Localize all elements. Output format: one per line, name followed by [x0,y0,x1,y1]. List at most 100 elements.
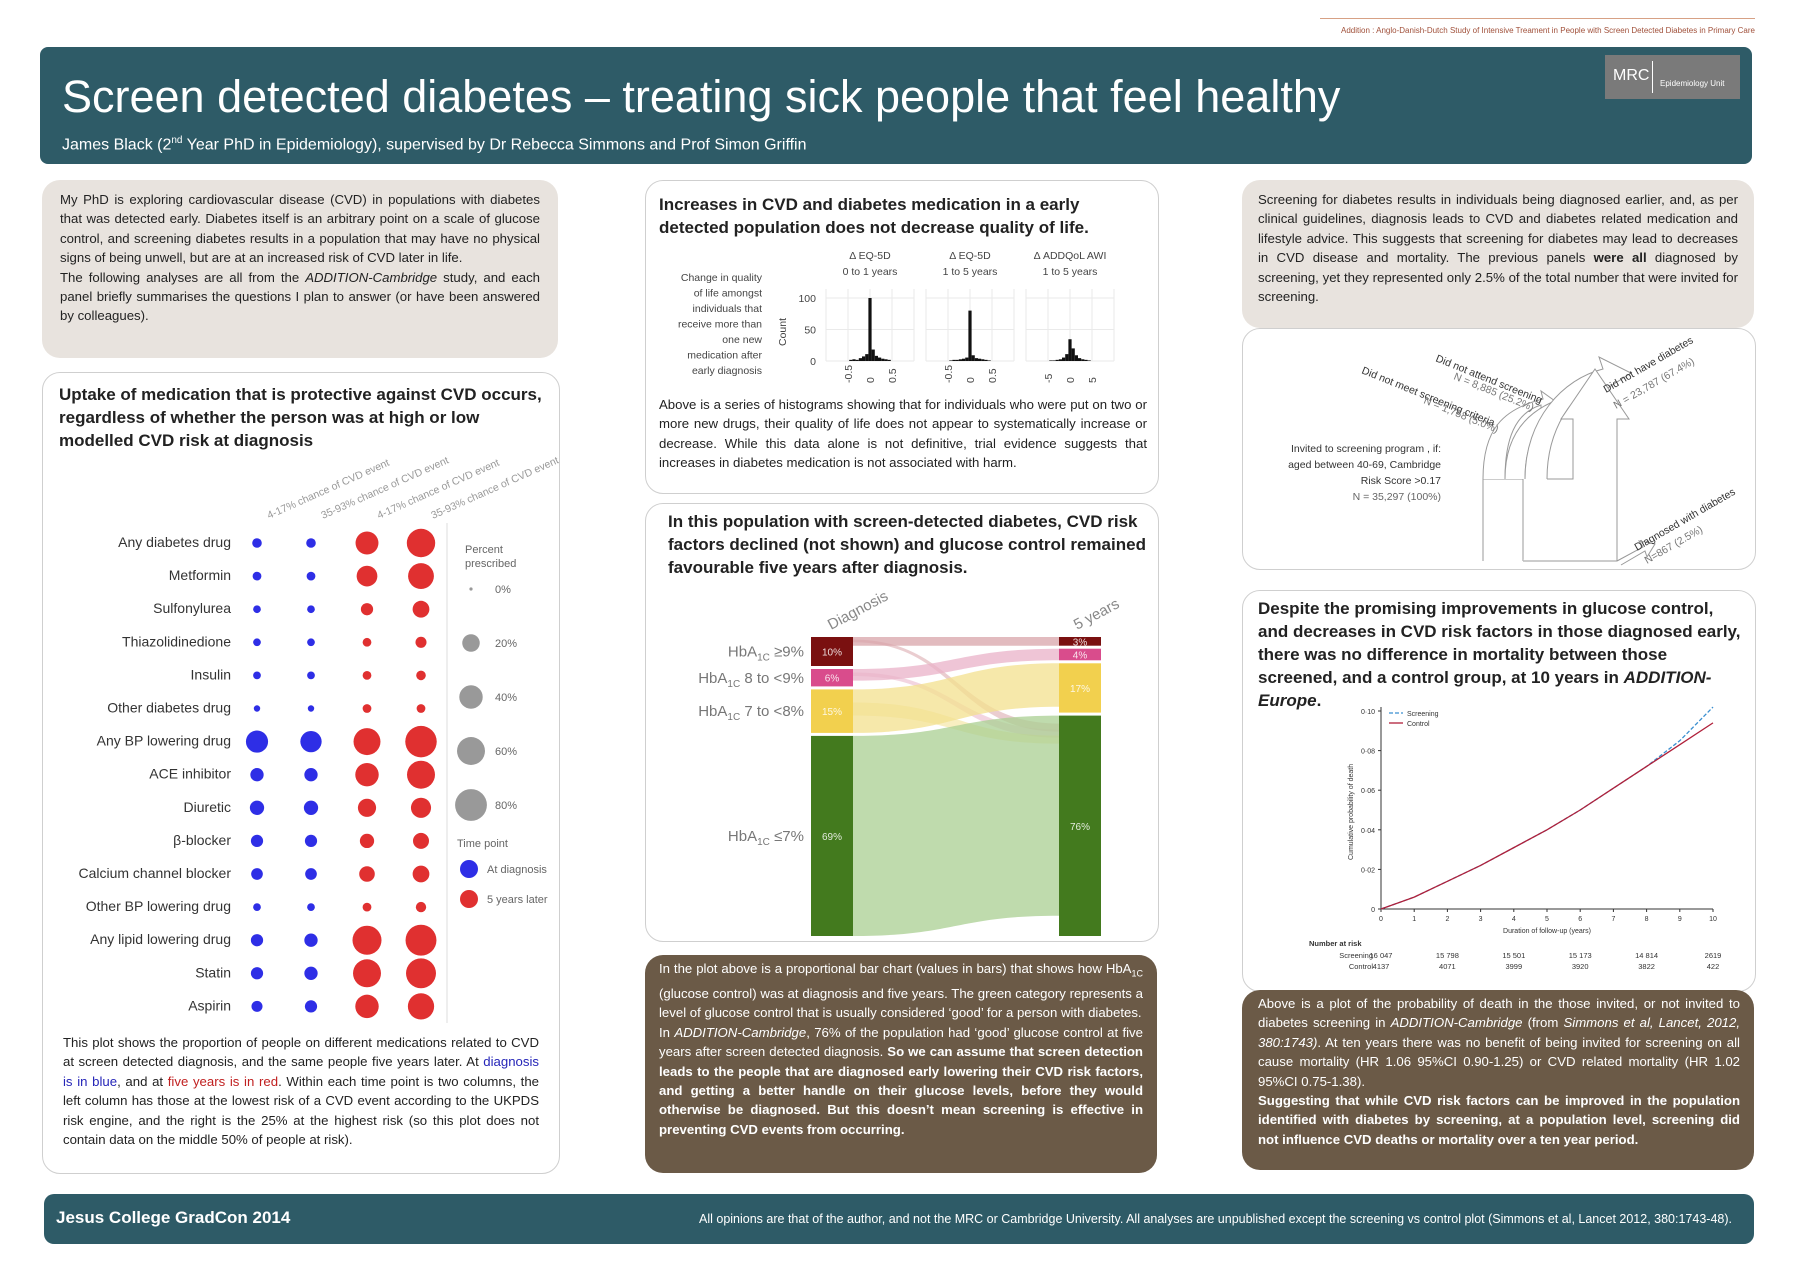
cap-1: This plot shows the proportion of people… [63,1035,539,1070]
poster-authors: James Black (2nd Year PhD in Epidemiolog… [62,135,807,154]
uptake-bubble [252,571,262,581]
uptake-bubble [412,865,430,883]
glucose-category-label: HbA1C 7 to <8% [698,703,804,723]
mort-risk-value: 4071 [1439,962,1456,971]
uptake-bubble [300,730,322,753]
glucose-label-right: 3% [1073,637,1088,648]
uptake-bubble [303,800,319,815]
uptake-bubble [352,925,382,955]
qol-hist-bar [987,360,991,361]
qol-hist-bar [1074,355,1078,361]
legend-size-label: 60% [495,746,517,758]
uptake-row-label: Sulfonylurea [153,600,231,616]
gc-4: , 76% of the population had ‘good’ gluco… [659,1024,1143,1060]
mort-risk-value: 422 [1707,962,1720,971]
invited-line3: Risk Score >0.17 [1361,475,1441,487]
qol-hist-bar [1058,359,1062,361]
uptake-bubble [406,958,436,989]
gc-em: ADDITION-Cambridge [674,1024,807,1040]
mort-risk-value: 15 501 [1502,951,1525,960]
qol-hist-bar [1049,360,1053,361]
mort-risk-value: 4137 [1373,962,1390,971]
scr-bold: were all [1593,250,1647,266]
uptake-bubble [304,834,318,848]
gc-2: (glucose control) was at diagnosis and f… [659,986,1143,1021]
legend-size-bubble [459,685,483,709]
authors-post: Year PhD in Epidemiology), supervised by… [182,136,807,154]
glucose-flow [853,648,1059,681]
uptake-bubble [362,637,372,647]
cap-red: five years is in red [167,1073,279,1089]
qol-ylabel-line: early diagnosis [692,365,762,377]
authors-pre: James Black (2 [62,136,172,154]
scr-post: diagnosed by screening, yet they represe… [1258,250,1738,305]
uptake-bubble [304,966,318,980]
qol-hist-bar [1078,358,1082,361]
qol-hist-bar [984,359,988,361]
qol-ytick: 50 [804,325,816,337]
qol-hist-bar [952,359,956,361]
qol-panel-title: Δ EQ-5D [849,250,891,262]
qol-hist-bar [849,359,853,361]
mort-ylabel: Cumulative probability of death [1348,764,1355,860]
uptake-bubble [253,705,261,712]
uptake-row-label: Other BP lowering drug [86,898,231,914]
qol-xtick: 0 [965,377,977,383]
legend-title-1: Percent [465,544,503,556]
uptake-row-label: Diuretic [184,799,231,815]
qol-xtick: 0.5 [887,368,899,383]
uptake-bubble [407,760,435,789]
glucose-label-left: 69% [822,832,842,843]
uptake-row-label: Calcium channel blocker [78,865,231,881]
legend-title-2: prescribed [465,558,516,570]
qol-hist-bar [1065,354,1069,361]
qol-xtick: 5 [1087,377,1099,383]
glucose-bar-right [1059,663,1101,713]
scr-pre: Screening for diabetes results in indivi… [1258,192,1738,266]
gc-sub: 1C [1131,968,1143,979]
legend-time-label: 5 years later [487,894,548,906]
uptake-bubble [252,538,262,548]
mort-xtick: 1 [1412,916,1416,923]
uptake-bubble [362,902,372,912]
legend-time-dot [460,890,478,908]
mort-xtick: 7 [1611,916,1615,923]
glucose-panel: In this population with screen-detected … [645,503,1159,942]
mort-h-em: ADDITION-Europe [1258,668,1712,710]
legend-size-label: 20% [495,638,517,650]
glucose-category-label: HbA1C ≥9% [728,644,804,664]
uptake-bubble [408,563,434,590]
legend-size-label: 40% [495,692,517,704]
mort-xtick: 9 [1678,916,1682,923]
qol-ytick: 100 [798,293,816,305]
uptake-row-label: Aspirin [188,997,231,1013]
mort-risk-value: 14 814 [1635,951,1658,960]
mort-risk-value: 3822 [1638,962,1655,971]
invited-line2: aged between 40-69, Cambridge [1288,459,1441,471]
poster-title: Screen detected diabetes – treating sick… [62,71,1341,122]
cap-3: . Within each time point is two columns,… [63,1073,539,1148]
legend-size-bubble [462,634,480,652]
glucose-bar-left [811,669,853,687]
glucose-col-right: 5 years [1071,595,1122,633]
qol-hist-bar [868,298,872,361]
mortality-panel: Despite the promising improvements in gl… [1242,590,1756,992]
qol-xtick: 0.5 [987,368,999,383]
mrc-logo-text: MRC [1613,67,1650,84]
uptake-bubble [250,934,264,947]
screening-flow-panel: Invited to screening program , if: aged … [1242,328,1756,570]
uptake-row-label: Any BP lowering drug [97,733,231,749]
footer-disclaimer: All opinions are that of the author, and… [699,1212,1732,1226]
uptake-bubble [410,797,432,818]
mort-xtick: 8 [1645,916,1649,923]
legend-time-title: Time point [457,838,508,850]
mort-xtick: 3 [1479,916,1483,923]
mort-risk-value: 15 173 [1569,951,1592,960]
mort-risk-title: Number at risk [1309,939,1362,948]
qol-hist-bar [862,356,866,361]
uptake-bubble [249,800,265,815]
qol-hist-bar [962,358,966,361]
qol-hist-bar [1068,339,1072,361]
qol-ytick: 0 [810,356,816,368]
uptake-heading: Uptake of medication that is protective … [59,385,542,450]
